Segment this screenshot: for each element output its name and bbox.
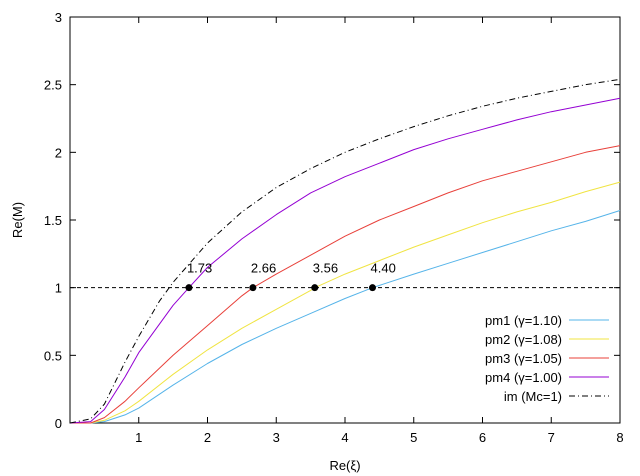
- series-line-3: [70, 145, 621, 424]
- x-tick-label: 7: [548, 430, 555, 445]
- series-line-4: [69, 97, 621, 424]
- crossing-point: [369, 284, 376, 292]
- series-line-2: [70, 181, 621, 424]
- legend-label: im (Mc=1): [504, 389, 562, 404]
- crossing-label: 2.66: [251, 261, 276, 276]
- y-tick-label: 0.5: [44, 348, 62, 363]
- y-tick-label: 1.5: [44, 213, 62, 228]
- x-tick-label: 4: [341, 430, 348, 445]
- x-tick-label: 3: [273, 430, 280, 445]
- legend-label: pm3 (γ=1.05): [485, 351, 562, 366]
- legend-label: pm1 (γ=1.10): [485, 313, 562, 328]
- crossing-label: 4.40: [371, 261, 396, 276]
- annotations-group: 1.73 2.66 3.56 4.40: [185, 261, 396, 292]
- y-tick-label: 2.5: [44, 78, 62, 93]
- legend-label: pm2 (γ=1.08): [485, 332, 562, 347]
- crossing-point: [311, 284, 319, 292]
- y-axis-label: Re(M): [10, 202, 25, 238]
- legend: pm1 (γ=1.10) pm2 (γ=1.08) pm3 (γ=1.05) pm4 …: [485, 313, 609, 404]
- series-line-1: [70, 210, 621, 424]
- legend-label: pm4 (γ=1.00): [485, 370, 562, 385]
- y-tick-label: 1: [55, 281, 62, 296]
- x-axis-label: Re(ξ): [329, 458, 360, 473]
- crossing-point: [185, 284, 193, 292]
- x-tick-label: 8: [616, 430, 623, 445]
- y-tick-label: 2: [55, 145, 62, 160]
- series-line-5: [69, 78, 621, 424]
- crossing-label: 3.56: [313, 261, 338, 276]
- x-tick-label: 2: [204, 430, 211, 445]
- crossing-label: 1.73: [187, 261, 212, 276]
- crossing-point: [249, 284, 257, 292]
- y-tick-label: 0: [55, 416, 62, 431]
- x-tick-label: 5: [410, 430, 417, 445]
- y-tick-label: 3: [55, 10, 62, 25]
- x-tick-label: 6: [479, 430, 486, 445]
- x-tick-label: 1: [135, 430, 142, 445]
- axis-ticks: 1 2 3 4 5 6 7 8 0 0.5 1 1.5 2 2.5 3: [44, 10, 624, 445]
